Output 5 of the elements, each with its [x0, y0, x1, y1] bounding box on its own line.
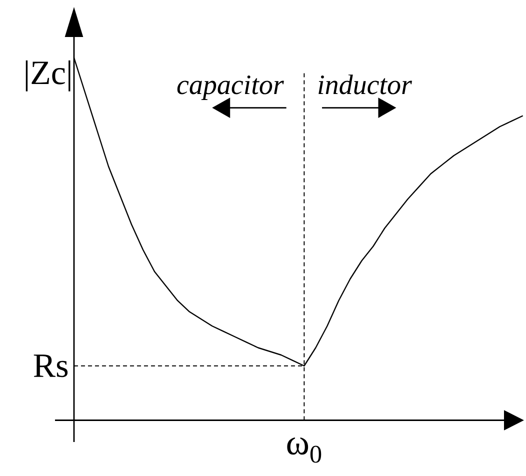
y-axis-title: |Zc| — [26, 60, 70, 92]
text: ω$_{0}$ — [287, 437, 322, 463]
annotation: inductor — [318, 74, 412, 94]
ref-line-label: Rs — [34, 354, 68, 378]
annotation: capacitor — [177, 75, 284, 100]
